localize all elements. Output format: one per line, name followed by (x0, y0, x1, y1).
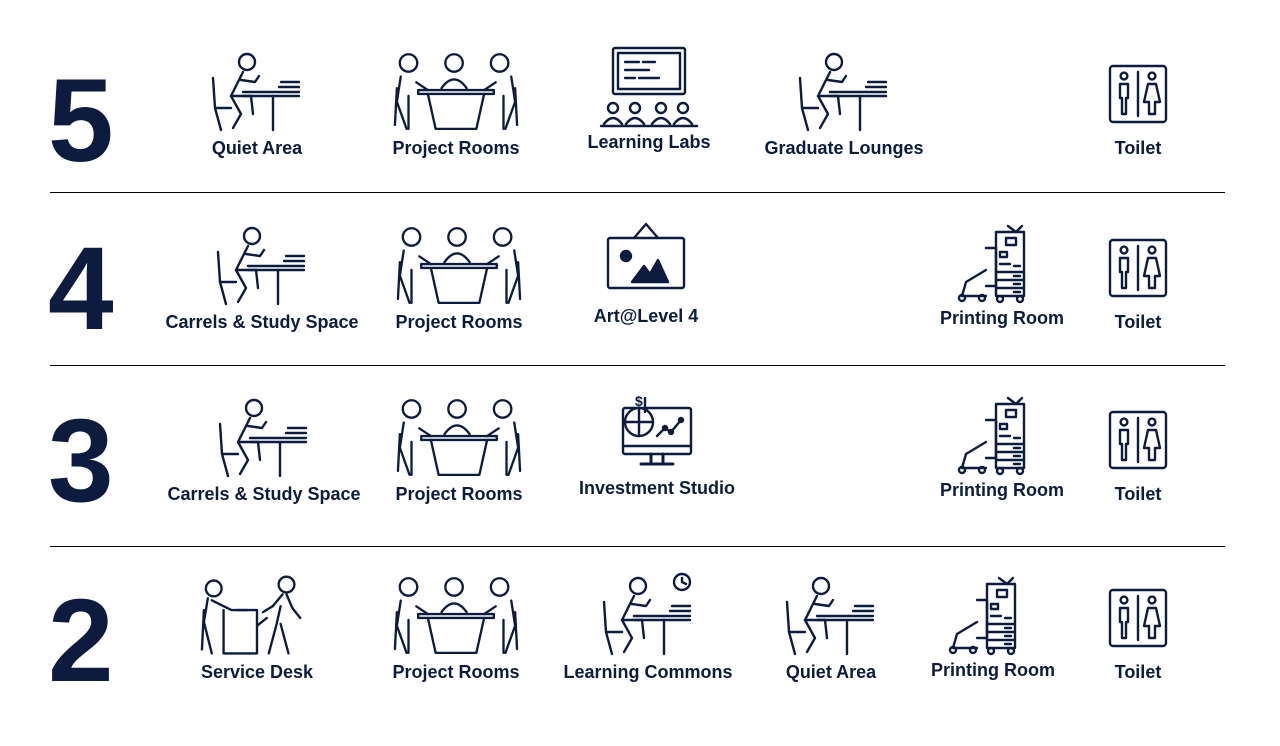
facility-label: Printing Room (940, 308, 1064, 328)
facility-label: Carrels & Study Space (165, 312, 359, 332)
floor-row-5: 5 Quiet Area Project Rooms (0, 40, 1280, 220)
floor-divider (50, 192, 1225, 193)
restroom-icon (1108, 238, 1168, 298)
meeting-group-icon (393, 577, 519, 655)
facility-label: Carrels & Study Space (167, 484, 361, 504)
facility-label: Toilet (1114, 138, 1162, 158)
facility-label: Printing Room (940, 480, 1064, 500)
desk-person-icon (218, 398, 308, 478)
facility-label: Toilet (1114, 312, 1162, 332)
facility-label: Quiet Area (211, 138, 303, 158)
facility-label: Investment Studio (578, 478, 735, 498)
restroom-icon (1108, 588, 1168, 648)
meeting-group-icon (396, 227, 522, 305)
finance-monitor-icon: $ (621, 393, 693, 466)
facility-label: Project Rooms (395, 312, 523, 332)
desk-person-icon (798, 52, 888, 132)
art-frame-icon (606, 222, 686, 290)
service-desk-icon (200, 575, 302, 655)
facility-label: Learning Commons (563, 662, 733, 682)
facility-label: Toilet (1114, 662, 1162, 682)
facility-label: Project Rooms (392, 662, 520, 682)
floor-number: 2 (48, 575, 114, 707)
facility-label: Printing Room (931, 660, 1055, 680)
floor-number: 5 (48, 55, 114, 187)
meeting-group-icon (393, 53, 519, 131)
floor-row-4: 4 Carrels & Study Space Project Rooms A (0, 214, 1280, 394)
classroom-board-icon (599, 46, 699, 128)
facility-label: Toilet (1114, 484, 1162, 504)
floor-row-2: 2 Service Desk Project Rooms (0, 566, 1280, 746)
desk-person-icon (216, 226, 306, 306)
floor-divider (50, 546, 1225, 547)
meeting-group-icon (396, 399, 522, 477)
facility-label: Art@Level 4 (593, 306, 699, 326)
floor-number: 3 (48, 395, 114, 527)
facility-label: Quiet Area (785, 662, 877, 682)
desk-clock-icon (602, 572, 692, 656)
facility-label: Graduate Lounges (764, 138, 924, 158)
desk-person-icon (211, 52, 301, 132)
facility-label: Service Desk (200, 662, 314, 682)
restroom-icon (1108, 410, 1168, 470)
facility-label: Learning Labs (587, 132, 711, 152)
floor-number: 4 (48, 223, 114, 355)
facility-label: Project Rooms (395, 484, 523, 504)
printer-icon (957, 396, 1026, 476)
desk-person-icon (785, 576, 875, 656)
floor-divider (50, 365, 1225, 366)
floor-row-3: 3 Carrels & Study Space Project Rooms (0, 386, 1280, 566)
facility-label: Project Rooms (392, 138, 520, 158)
printer-icon (948, 576, 1017, 656)
printer-icon (957, 224, 1026, 304)
restroom-icon (1108, 64, 1168, 124)
svg-text:$: $ (635, 393, 643, 409)
